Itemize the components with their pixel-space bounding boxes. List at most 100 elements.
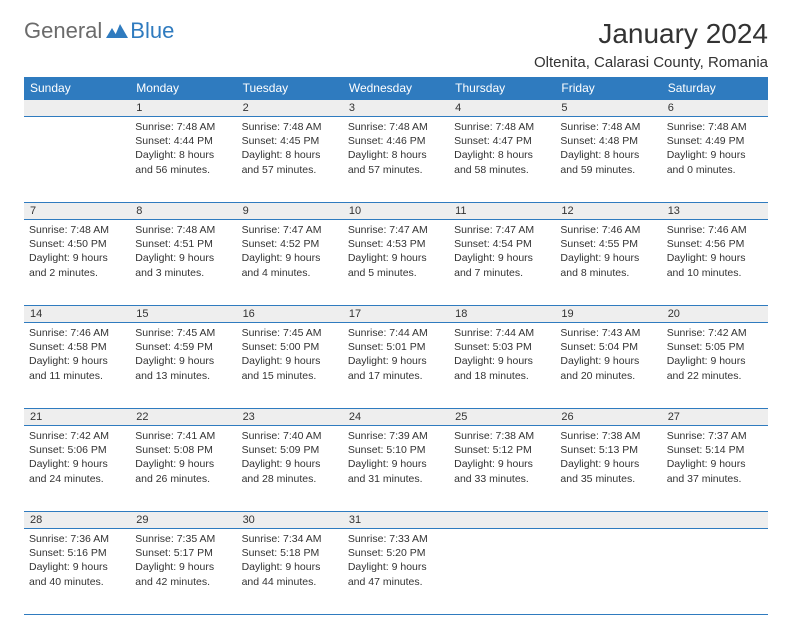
daylight-line: Daylight: 9 hours and 22 minutes. [667,354,763,382]
day-cell-body: Sunrise: 7:42 AMSunset: 5:06 PMDaylight:… [29,429,125,486]
daylight-line: Daylight: 9 hours and 35 minutes. [560,457,656,485]
daynum-row: 78910111213 [24,203,768,220]
sunset-line: Sunset: 5:18 PM [242,546,338,560]
day-cell-body: Sunrise: 7:46 AMSunset: 4:58 PMDaylight:… [29,326,125,383]
daynum-cell: 27 [662,409,768,426]
day-cell: Sunrise: 7:35 AMSunset: 5:17 PMDaylight:… [130,529,236,615]
day-cell-body: Sunrise: 7:33 AMSunset: 5:20 PMDaylight:… [348,532,444,589]
sunrise-line: Sunrise: 7:46 AM [29,326,125,340]
day-cell-body: Sunrise: 7:47 AMSunset: 4:53 PMDaylight:… [348,223,444,280]
day-cell-body: Sunrise: 7:40 AMSunset: 5:09 PMDaylight:… [242,429,338,486]
sunset-line: Sunset: 4:45 PM [242,134,338,148]
sunset-line: Sunset: 4:47 PM [454,134,550,148]
daynum-cell: 21 [24,409,130,426]
day-cell-body: Sunrise: 7:37 AMSunset: 5:14 PMDaylight:… [667,429,763,486]
daynum-cell: 13 [662,203,768,220]
sunrise-line: Sunrise: 7:44 AM [348,326,444,340]
day-cell: Sunrise: 7:48 AMSunset: 4:46 PMDaylight:… [343,117,449,203]
daylight-line: Daylight: 9 hours and 20 minutes. [560,354,656,382]
day-cell: Sunrise: 7:43 AMSunset: 5:04 PMDaylight:… [555,323,661,409]
day-cell-body: Sunrise: 7:46 AMSunset: 4:55 PMDaylight:… [560,223,656,280]
day-cell: Sunrise: 7:48 AMSunset: 4:49 PMDaylight:… [662,117,768,203]
logo-mark-icon [106,22,128,43]
sunrise-line: Sunrise: 7:47 AM [348,223,444,237]
day-cell: Sunrise: 7:34 AMSunset: 5:18 PMDaylight:… [237,529,343,615]
sunset-line: Sunset: 4:46 PM [348,134,444,148]
sunrise-line: Sunrise: 7:41 AM [135,429,231,443]
daylight-line: Daylight: 9 hours and 42 minutes. [135,560,231,588]
day-cell: Sunrise: 7:48 AMSunset: 4:51 PMDaylight:… [130,220,236,306]
day-cell: Sunrise: 7:48 AMSunset: 4:47 PMDaylight:… [449,117,555,203]
sunset-line: Sunset: 5:00 PM [242,340,338,354]
daynum-row: 14151617181920 [24,306,768,323]
sunset-line: Sunset: 4:51 PM [135,237,231,251]
sunset-line: Sunset: 4:49 PM [667,134,763,148]
daylight-line: Daylight: 9 hours and 10 minutes. [667,251,763,279]
day-cell-body: Sunrise: 7:43 AMSunset: 5:04 PMDaylight:… [560,326,656,383]
weekday-header-row: Sunday Monday Tuesday Wednesday Thursday… [24,77,768,100]
day-cell: Sunrise: 7:40 AMSunset: 5:09 PMDaylight:… [237,426,343,512]
daylight-line: Daylight: 8 hours and 57 minutes. [348,148,444,176]
sunset-line: Sunset: 4:44 PM [135,134,231,148]
day-cell-body: Sunrise: 7:48 AMSunset: 4:44 PMDaylight:… [135,120,231,177]
day-cell-body: Sunrise: 7:47 AMSunset: 4:52 PMDaylight:… [242,223,338,280]
daylight-line: Daylight: 9 hours and 28 minutes. [242,457,338,485]
daynum-cell: 14 [24,306,130,323]
sunset-line: Sunset: 5:13 PM [560,443,656,457]
day-cell-body: Sunrise: 7:47 AMSunset: 4:54 PMDaylight:… [454,223,550,280]
daylight-line: Daylight: 9 hours and 2 minutes. [29,251,125,279]
daynum-cell: 17 [343,306,449,323]
daylight-line: Daylight: 9 hours and 17 minutes. [348,354,444,382]
daynum-cell: 26 [555,409,661,426]
sunrise-line: Sunrise: 7:47 AM [242,223,338,237]
day-cell: Sunrise: 7:48 AMSunset: 4:48 PMDaylight:… [555,117,661,203]
daynum-cell: 2 [237,100,343,117]
daynum-cell [449,512,555,529]
sunset-line: Sunset: 5:09 PM [242,443,338,457]
daynum-cell: 3 [343,100,449,117]
daynum-cell: 22 [130,409,236,426]
day-cell-body: Sunrise: 7:34 AMSunset: 5:18 PMDaylight:… [242,532,338,589]
daylight-line: Daylight: 8 hours and 59 minutes. [560,148,656,176]
day-cell: Sunrise: 7:38 AMSunset: 5:13 PMDaylight:… [555,426,661,512]
sunrise-line: Sunrise: 7:48 AM [29,223,125,237]
day-cell-body: Sunrise: 7:35 AMSunset: 5:17 PMDaylight:… [135,532,231,589]
daynum-cell: 24 [343,409,449,426]
day-cell-body: Sunrise: 7:48 AMSunset: 4:51 PMDaylight:… [135,223,231,280]
daynum-cell: 31 [343,512,449,529]
sunset-line: Sunset: 4:58 PM [29,340,125,354]
daynum-cell [555,512,661,529]
week-row: Sunrise: 7:46 AMSunset: 4:58 PM Daylight:… [24,323,768,409]
sunrise-line: Sunrise: 7:33 AM [348,532,444,546]
day-cell: Sunrise: 7:46 AMSunset: 4:58 PMDaylight:… [24,323,130,409]
sunrise-line: Sunrise: 7:47 AM [454,223,550,237]
month-title: January 2024 [534,18,768,50]
weekday-header: Friday [555,77,661,100]
sunset-line: Sunset: 4:53 PM [348,237,444,251]
sunrise-line: Sunrise: 7:40 AM [242,429,338,443]
daynum-cell: 15 [130,306,236,323]
daynum-cell: 29 [130,512,236,529]
sunrise-line: Sunrise: 7:35 AM [135,532,231,546]
daynum-cell: 5 [555,100,661,117]
daylight-line: Daylight: 9 hours and 0 minutes. [667,148,763,176]
daylight-line: Daylight: 9 hours and 5 minutes. [348,251,444,279]
day-cell: Sunrise: 7:33 AMSunset: 5:20 PMDaylight:… [343,529,449,615]
daylight-line: Daylight: 9 hours and 8 minutes. [560,251,656,279]
day-cell [449,529,555,615]
week-row: Sunrise: 7:48 AMSunset: 4:50 PMDaylight:… [24,220,768,306]
day-cell [662,529,768,615]
day-cell: Sunrise: 7:48 AMSunset: 4:44 PMDaylight:… [130,117,236,203]
daynum-row: 28293031 [24,512,768,529]
sunset-line: Sunset: 5:08 PM [135,443,231,457]
day-cell-body: Sunrise: 7:48 AMSunset: 4:45 PMDaylight:… [242,120,338,177]
day-cell: Sunrise: 7:45 AMSunset: 4:59 PMDaylight:… [130,323,236,409]
day-cell: Sunrise: 7:44 AMSunset: 5:01 PMDaylight:… [343,323,449,409]
sunrise-line: Sunrise: 7:48 AM [135,120,231,134]
daynum-cell: 1 [130,100,236,117]
day-cell [24,117,130,203]
sunset-line: Sunset: 5:14 PM [667,443,763,457]
sunrise-line: Sunrise: 7:46 AM [667,223,763,237]
sunrise-line: Sunrise: 7:42 AM [667,326,763,340]
daylight-line: Daylight: 9 hours and 18 minutes. [454,354,550,382]
